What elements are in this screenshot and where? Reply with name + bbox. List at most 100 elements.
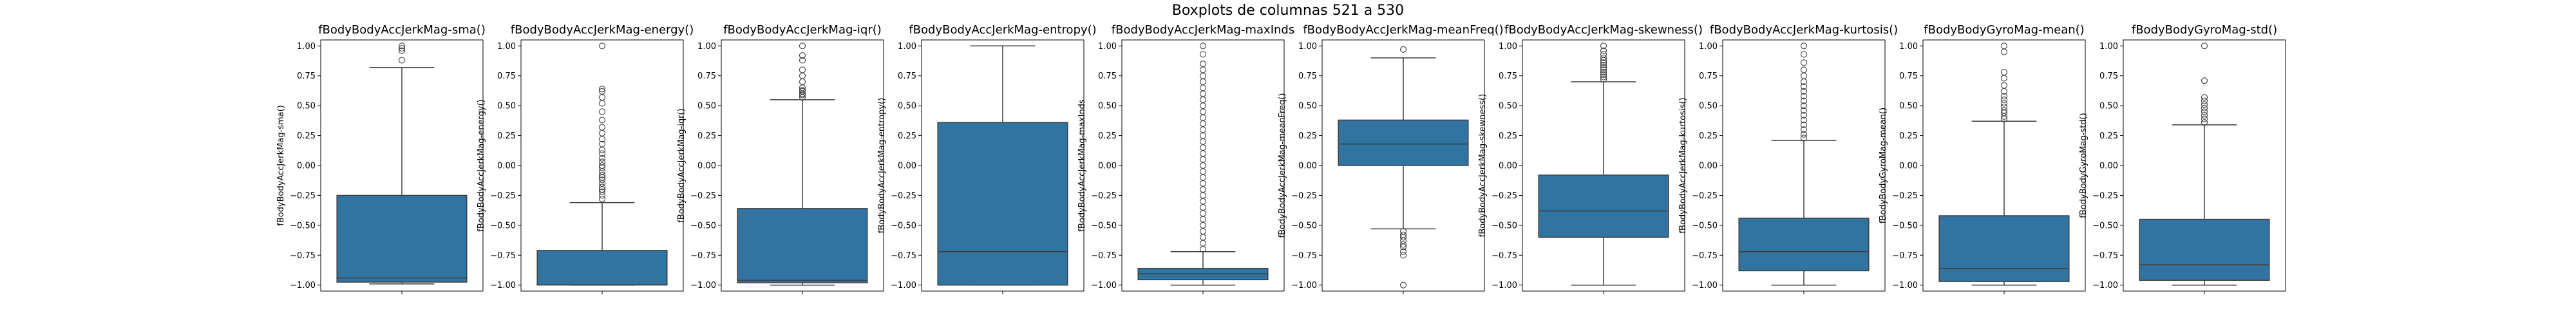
outlier-point [799, 86, 806, 94]
y-tick-label: 0.00 [1098, 162, 1117, 171]
y-tick-label: 0.00 [2099, 162, 2118, 171]
y-axis-label: fBodyBodyAccJerkMag-energy() [477, 99, 486, 231]
outlier-point [1800, 97, 1808, 104]
outlier-point [799, 43, 806, 50]
outlier-point [1199, 108, 1207, 115]
outlier-point [1399, 281, 1407, 289]
outlier-point [1199, 84, 1207, 91]
y-axis-label: fBodyBodyAccJerkMag-maxInds [1077, 99, 1087, 232]
outlier-point [1199, 180, 1207, 187]
y-tick-label: −0.75 [1692, 251, 1718, 261]
outlier-point [598, 94, 606, 101]
y-tick-label: 1.00 [2099, 42, 2118, 52]
outlier-point [2000, 100, 2008, 107]
outlier-point [598, 195, 606, 203]
outlier-point [2000, 69, 2008, 76]
outlier-point [1800, 135, 1808, 142]
outlier-point [2201, 108, 2208, 115]
y-tick-label: 0.75 [1699, 71, 1718, 81]
box-iqr [937, 122, 1068, 286]
outlier-point [799, 72, 806, 79]
y-tick-label: −0.50 [690, 221, 716, 231]
outlier-point [1800, 126, 1808, 133]
outlier-point [598, 100, 606, 107]
outlier-point [2000, 96, 2008, 103]
y-tick-label: 0.00 [697, 162, 716, 171]
y-tick-label: −0.50 [290, 221, 316, 231]
outlier-point [799, 66, 806, 73]
outlier-point [1800, 107, 1808, 114]
y-tick-label: 0.00 [297, 162, 316, 171]
y-tick-label: 0.50 [1298, 102, 1317, 111]
outlier-point [2000, 103, 2008, 111]
y-tick-label: −0.50 [2092, 221, 2118, 231]
outlier-point [1600, 61, 1607, 69]
outlier-point [1199, 222, 1207, 229]
outlier-point [598, 171, 606, 178]
outlier-point [598, 124, 606, 131]
outlier-point [598, 184, 606, 191]
outlier-point [2201, 43, 2208, 50]
outlier-point [1800, 83, 1808, 90]
outlier-point [2000, 107, 2008, 114]
y-axis-label: fBodyBodyAccJerkMag-entropy() [877, 98, 887, 233]
y-tick-label: 0.50 [2099, 102, 2118, 111]
outlier-point [1199, 234, 1207, 241]
outlier-point [1800, 43, 1808, 50]
y-tick-label: −0.75 [1091, 251, 1117, 261]
outlier-point [1600, 47, 1607, 54]
outlier-point [1199, 162, 1207, 169]
outlier-point [1600, 71, 1607, 78]
outlier-point [598, 176, 606, 184]
outlier-point [1800, 93, 1808, 100]
outlier-point [1199, 43, 1207, 50]
y-tick-label: −0.75 [290, 251, 316, 261]
y-tick-label: 0.50 [297, 102, 316, 111]
y-tick-label: −0.75 [1291, 251, 1317, 261]
outlier-point [1199, 192, 1207, 199]
outlier-point [1199, 150, 1207, 157]
y-tick-label: −1.00 [1492, 281, 1517, 290]
y-tick-label: 1.00 [1899, 42, 1918, 52]
box-iqr [536, 250, 668, 286]
outlier-point [398, 47, 406, 54]
y-tick-label: 0.00 [1699, 162, 1718, 171]
y-tick-label: 0.50 [697, 102, 716, 111]
outlier-point [2000, 93, 2008, 100]
subplot-5: fBodyBodyAccJerkMag-maxInds 1.00 0.75 0.50 0… [1077, 23, 1294, 294]
outlier-point [1399, 243, 1407, 251]
outlier-point [1199, 156, 1207, 163]
y-tick-label: 1.00 [898, 42, 916, 52]
outlier-point [2201, 115, 2208, 122]
y-tick-label: 0.50 [1098, 102, 1117, 111]
y-tick-label: −0.25 [1892, 191, 1918, 201]
y-tick-label: 1.00 [1098, 42, 1117, 52]
outlier-point [398, 57, 406, 64]
box-iqr [1538, 175, 1669, 238]
y-tick-label: 0.75 [1499, 71, 1517, 81]
outlier-point [1199, 126, 1207, 133]
y-tick-label: 0.50 [898, 102, 916, 111]
subplot-title: fBodyBodyGyroMag-std() [2132, 23, 2277, 37]
outlier-point [1199, 204, 1207, 211]
subplot-3: fBodyBodyAccJerkMag-iqr() 1.00 0.75 0.50 0.2… [677, 23, 884, 294]
outlier-point [1399, 248, 1407, 255]
y-tick-label: 0.00 [898, 162, 916, 171]
outlier-point [1600, 54, 1607, 61]
outlier-point [2201, 94, 2208, 101]
y-tick-label: −0.25 [2092, 191, 2118, 201]
y-tick-label: 0.50 [1699, 102, 1718, 111]
y-tick-label: −0.75 [2092, 251, 2118, 261]
outlier-point [1199, 78, 1207, 86]
outlier-point [598, 155, 606, 162]
y-tick-label: −0.75 [690, 251, 716, 261]
outlier-point [1399, 252, 1407, 259]
outlier-point [598, 43, 606, 50]
y-tick-label: −1.00 [690, 281, 716, 290]
subplot-10: fBodyBodyGyroMag-std() 1.00 0.75 0.50 0.25 0.… [2079, 23, 2286, 294]
y-axis-label: fBodyBodyAccJerkMag-skewness() [1478, 94, 1488, 237]
y-tick-label: 0.00 [1298, 162, 1317, 171]
y-tick-label: 0.25 [1298, 131, 1317, 141]
y-tick-label: −0.25 [290, 191, 316, 201]
outlier-point [1199, 51, 1207, 58]
